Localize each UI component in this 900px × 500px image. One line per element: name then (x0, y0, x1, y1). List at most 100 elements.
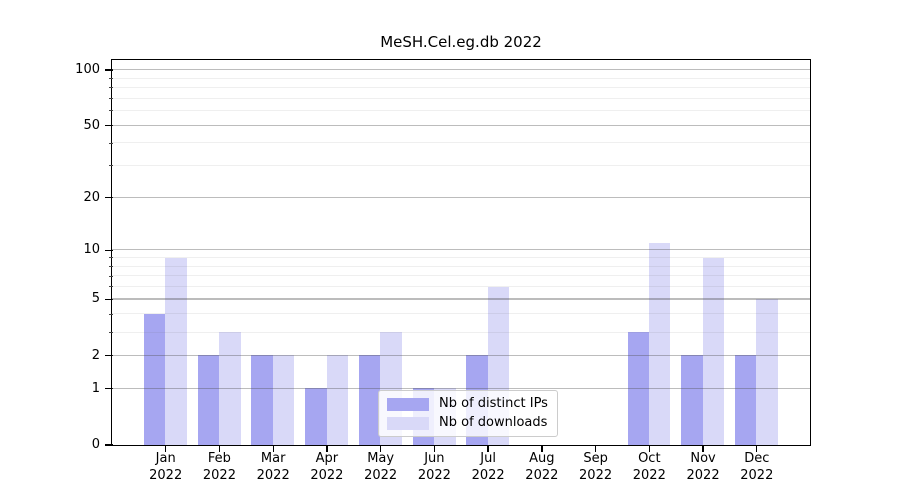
x-tick-month: Jun (424, 451, 445, 466)
y-minor-tick (108, 77, 113, 79)
bar-distinct-ips-may (358, 355, 381, 445)
x-tick-year: 2022 (686, 467, 720, 483)
y-tick (105, 298, 113, 301)
x-tick-month: Oct (638, 451, 661, 466)
y-tick (105, 69, 113, 71)
y-tick-label: 1 (91, 380, 100, 396)
y-tick-label: 50 (83, 117, 100, 133)
gridline-minor (112, 275, 810, 277)
legend-swatch-downloads-icon (387, 416, 429, 430)
gridline-major (112, 298, 810, 300)
legend-label-downloads: Nb of downloads (439, 415, 548, 430)
bar-distinct-ips-feb (197, 355, 220, 445)
y-minor-tick (108, 313, 113, 315)
gridline-major (112, 354, 810, 356)
x-tick-label: Apr 2022 (295, 451, 359, 484)
bar-distinct-ips-oct (627, 332, 649, 445)
x-tick (594, 445, 597, 452)
x-tick-year: 2022 (417, 467, 451, 483)
x-tick (756, 445, 758, 452)
gridline-major (112, 124, 810, 126)
x-tick (541, 445, 543, 452)
x-tick-year: 2022 (364, 467, 398, 483)
y-minor-tick (108, 275, 113, 277)
gridline-minor (112, 331, 810, 333)
bar-distinct-ips-dec (734, 355, 757, 445)
x-tick (165, 445, 167, 452)
x-tick-year: 2022 (632, 467, 666, 483)
y-minor-tick (108, 110, 113, 112)
y-minor-tick (108, 257, 113, 259)
gridline-major (112, 69, 810, 71)
x-tick-year: 2022 (525, 467, 559, 483)
y-tick-label: 10 (83, 242, 100, 258)
y-tick-label: 100 (75, 61, 100, 77)
x-tick-label: Oct 2022 (617, 451, 681, 484)
x-tick-year: 2022 (310, 467, 344, 483)
x-tick (379, 445, 382, 452)
x-tick (218, 445, 221, 452)
y-minor-tick (108, 331, 113, 333)
y-minor-tick (108, 286, 113, 288)
gridline-minor (112, 265, 810, 267)
x-tick-month: Sep (583, 451, 608, 466)
legend-item-distinct-ips: Nb of distinct IPs (387, 397, 548, 411)
y-tick-label: 0 (91, 437, 100, 452)
y-tick-label: 2 (91, 347, 100, 363)
gridline-minor (112, 110, 810, 112)
x-tick-month: May (367, 451, 395, 466)
gridline-minor (112, 286, 810, 288)
gridline-major (112, 249, 810, 251)
x-tick-label: Jul 2022 (456, 451, 520, 484)
x-tick (648, 445, 650, 452)
gridline-minor (112, 313, 810, 315)
x-tick (433, 445, 436, 452)
x-tick-label: Sep 2022 (564, 451, 628, 484)
x-tick-month: Feb (207, 451, 231, 466)
legend-item-downloads: Nb of downloads (387, 416, 548, 430)
x-tick-label: Jan 2022 (134, 451, 198, 484)
bar-distinct-ips-apr (305, 388, 327, 445)
y-tick (105, 249, 113, 251)
y-tick (105, 124, 113, 127)
x-tick-year: 2022 (149, 467, 183, 483)
x-tick-label: Dec 2022 (725, 451, 789, 484)
bar-downloads-apr (326, 355, 349, 445)
x-tick-month: Jul (480, 451, 496, 466)
bar-distinct-ips-jan (143, 313, 166, 445)
gridline-minor (112, 165, 810, 167)
y-tick (105, 388, 113, 390)
x-tick-label: May 2022 (349, 451, 413, 484)
x-tick (702, 445, 704, 452)
y-minor-tick (108, 98, 113, 100)
bar-distinct-ips-nov (681, 355, 703, 445)
gridline-major (112, 387, 810, 389)
y-tick (105, 355, 113, 357)
bar-downloads-feb (219, 332, 241, 445)
x-tick-year: 2022 (256, 467, 290, 483)
gridline-minor (112, 87, 810, 89)
x-tick (487, 445, 489, 452)
gridline-minor (112, 97, 810, 99)
legend-swatch-distinct-ips-icon (387, 397, 429, 411)
bar-downloads-oct (649, 242, 671, 445)
x-tick-year: 2022 (202, 467, 236, 483)
y-minor-tick (108, 165, 113, 167)
y-tick-label: 5 (91, 291, 100, 307)
bar-downloads-mar (272, 355, 295, 445)
x-tick-month: Dec (744, 451, 770, 466)
x-tick-month: Nov (690, 451, 716, 466)
chart-title: MeSH.Cel.eg.db 2022 (380, 33, 542, 51)
y-minor-tick (108, 265, 113, 267)
x-tick-year: 2022 (740, 467, 774, 483)
bar-distinct-ips-mar (251, 355, 273, 445)
x-tick (272, 445, 274, 452)
legend-label-distinct-ips: Nb of distinct IPs (439, 396, 548, 411)
y-minor-tick (108, 87, 113, 89)
y-tick-label: 20 (83, 189, 100, 205)
gridline-major (112, 196, 810, 198)
bar-downloads-dec (756, 299, 778, 445)
x-tick-month: Mar (260, 451, 286, 466)
gridline-minor (112, 257, 810, 259)
